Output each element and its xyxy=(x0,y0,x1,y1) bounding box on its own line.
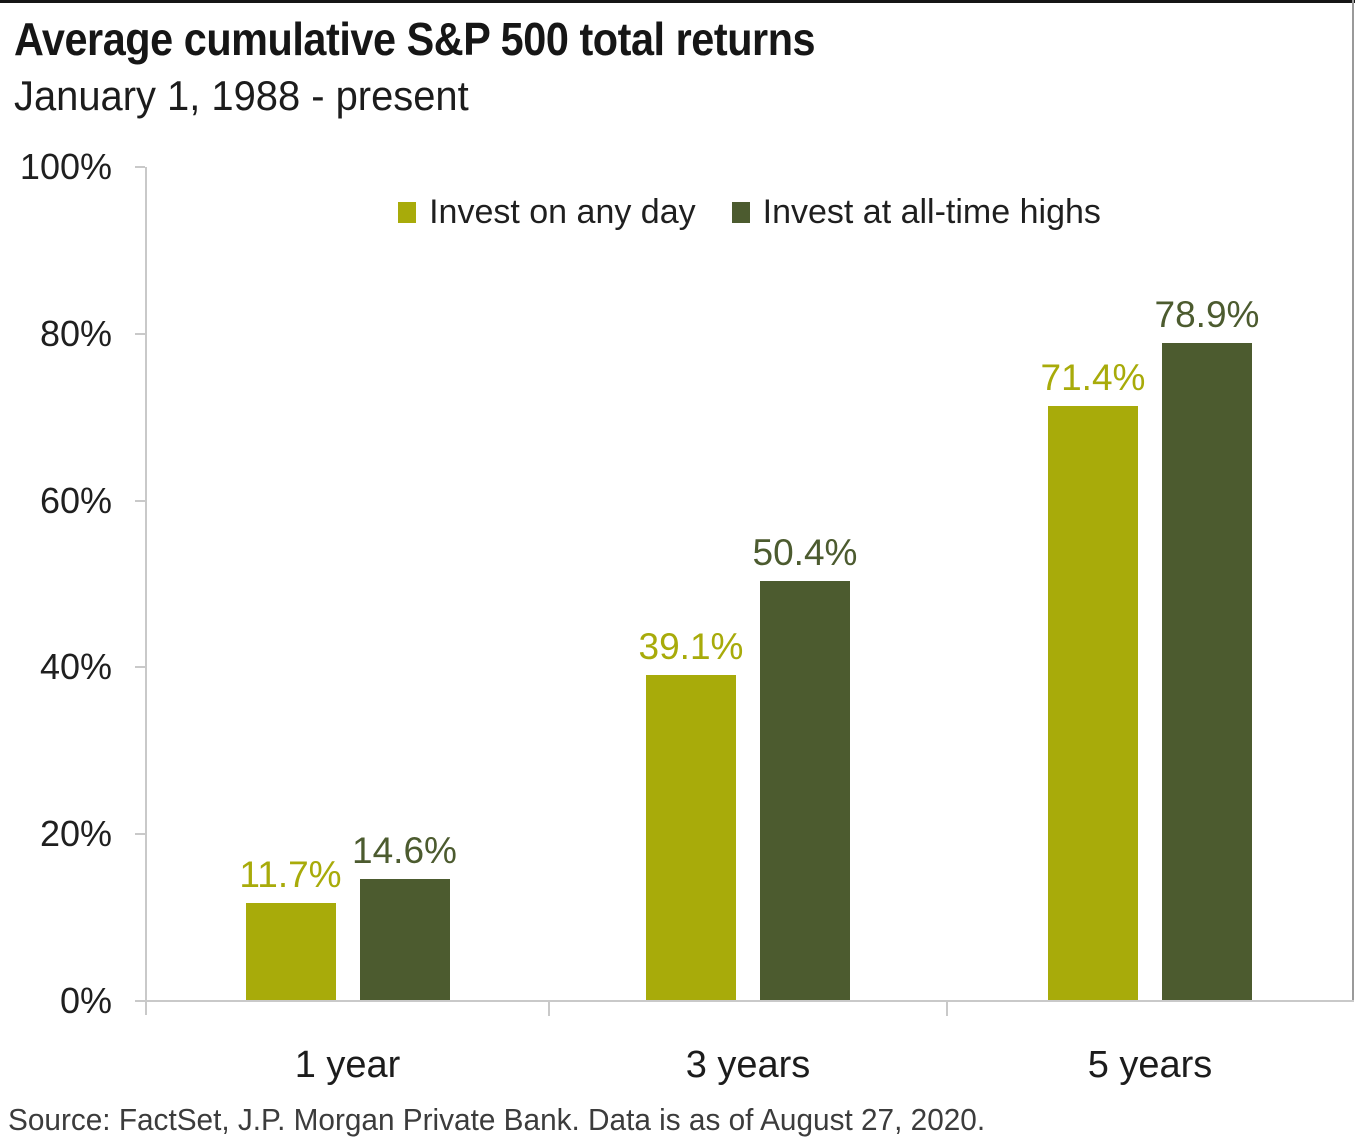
legend-swatch-invest-all-time-highs xyxy=(731,202,750,223)
chart-subtitle: January 1, 1988 - present xyxy=(14,72,469,119)
bar-value-label: 14.6% xyxy=(352,830,457,871)
legend: Invest on any day Invest at all-time hig… xyxy=(146,193,1353,232)
right-border xyxy=(1352,0,1354,1002)
y-tick-label: 80% xyxy=(39,312,112,354)
bar-value-label: 11.7% xyxy=(239,854,342,895)
x-boundary-tick xyxy=(946,1000,948,1016)
x-axis-line xyxy=(145,1000,1354,1002)
legend-entry-invest-any-day: Invest on any day xyxy=(398,193,696,232)
y-tick-mark xyxy=(135,499,145,502)
x-category-label: 1 year xyxy=(294,1044,401,1086)
top-border xyxy=(0,0,1355,3)
bar-value-label: 50.4% xyxy=(752,532,858,573)
bar-value-label: 71.4% xyxy=(1040,357,1146,398)
source-note: Source: FactSet, J.P. Morgan Private Ban… xyxy=(8,1102,986,1137)
y-axis-line xyxy=(145,167,147,1015)
y-tick-mark xyxy=(135,833,145,836)
y-tick-mark xyxy=(135,666,145,669)
y-tick-label: 100% xyxy=(19,146,112,187)
bar-invest-all-time-highs xyxy=(359,879,450,1000)
x-boundary-tick xyxy=(548,1000,550,1016)
chart-title: Average cumulative S&P 500 total returns xyxy=(14,13,816,65)
bar-invest-all-time-highs xyxy=(1162,343,1252,1000)
y-tick-mark xyxy=(135,166,145,168)
x-category-label: 5 years xyxy=(1087,1044,1213,1086)
bar-invest-all-time-highs xyxy=(760,581,850,1000)
y-tick-label: 60% xyxy=(39,479,112,521)
y-tick-mark xyxy=(135,1000,145,1002)
bar-invest-any-day xyxy=(1048,406,1138,1000)
bar-value-label: 78.9% xyxy=(1154,294,1260,335)
legend-swatch-invest-any-day xyxy=(398,202,417,223)
x-category-label: 3 years xyxy=(685,1044,811,1086)
legend-label-invest-all-time-highs: Invest at all-time highs xyxy=(762,193,1101,231)
y-tick-label: 40% xyxy=(39,646,112,688)
legend-entry-invest-all-time-highs: Invest at all-time highs xyxy=(731,193,1101,232)
y-tick-label: 0% xyxy=(59,980,112,1021)
legend-label-invest-any-day: Invest on any day xyxy=(429,193,696,231)
y-tick-mark xyxy=(135,332,145,335)
bar-invest-any-day xyxy=(245,903,336,1000)
bar-invest-any-day xyxy=(646,675,736,1000)
y-tick-label: 20% xyxy=(39,813,112,855)
bar-value-label: 39.1% xyxy=(638,626,744,667)
